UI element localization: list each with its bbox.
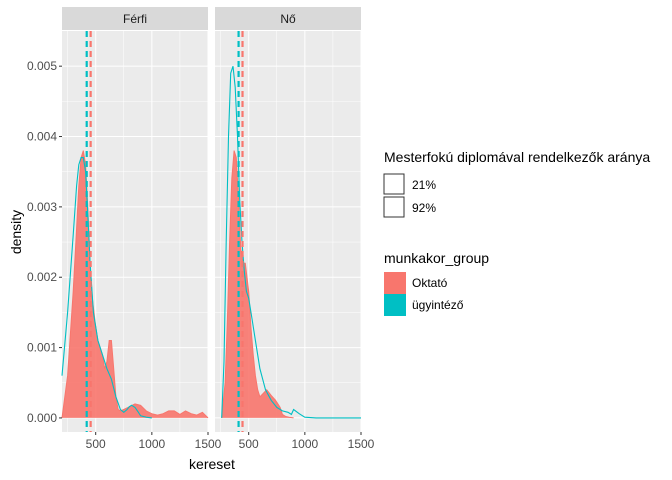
fill-legend: Mesterfokú diplomával rendelkezők aránya…: [383, 149, 650, 218]
y-axis-title: density: [8, 210, 24, 254]
x-tick-label: 500: [86, 437, 106, 451]
y-tick-label: 0.003: [27, 200, 57, 214]
color-legend: munkakor_group Oktató ügyintéző: [384, 250, 489, 316]
color-legend-label-ugyintezo: ügyintéző: [412, 298, 464, 312]
density-line-ugyintezo: [221, 66, 361, 419]
fill-legend-key-1: [383, 173, 405, 195]
y-tick-label: 0.002: [27, 270, 57, 284]
color-legend-title: munkakor_group: [384, 250, 489, 266]
y-tick-label: 0.000: [27, 411, 57, 425]
panel-1: Férfi: [61, 7, 209, 432]
density-line-oktato: [61, 150, 209, 419]
strip-label: Nő: [280, 12, 296, 26]
density-line-ugyintezo: [61, 157, 152, 419]
color-legend-key-oktato: [384, 272, 406, 294]
x-tick-label: 500: [239, 437, 259, 451]
x-tick-label: 1500: [195, 437, 222, 451]
color-legend-label-oktato: Oktató: [412, 276, 448, 290]
strip-background: [215, 7, 361, 30]
x-tick-label: 1000: [291, 437, 318, 451]
x-axis: 500 1000 1500 500 1000 1500: [86, 432, 375, 451]
density-line-oktato: [221, 150, 294, 419]
y-tick-label: 0.001: [27, 341, 57, 355]
density-area-oktato: [62, 150, 208, 418]
fill-legend-label-2: 92%: [412, 201, 436, 215]
y-tick-label: 0.004: [27, 130, 57, 144]
x-axis-title: kereset: [189, 456, 235, 472]
fill-legend-title: Mesterfokú diplomával rendelkezők aránya: [384, 149, 650, 165]
fill-legend-label-1: 21%: [412, 178, 436, 192]
panel-2: Nő: [215, 7, 362, 432]
strip-label: Férfi: [123, 12, 147, 26]
color-legend-key-ugyintezo: [384, 294, 406, 316]
x-tick-label: 1000: [138, 437, 165, 451]
y-tick-label: 0.005: [27, 59, 57, 73]
fill-legend-key-2: [383, 196, 405, 218]
strip-background: [62, 7, 208, 30]
y-axis: 0.000 0.001 0.002 0.003 0.004 0.005: [27, 59, 62, 425]
panels-group: Férfi Nő: [61, 7, 362, 432]
x-tick-label: 1500: [348, 437, 375, 451]
